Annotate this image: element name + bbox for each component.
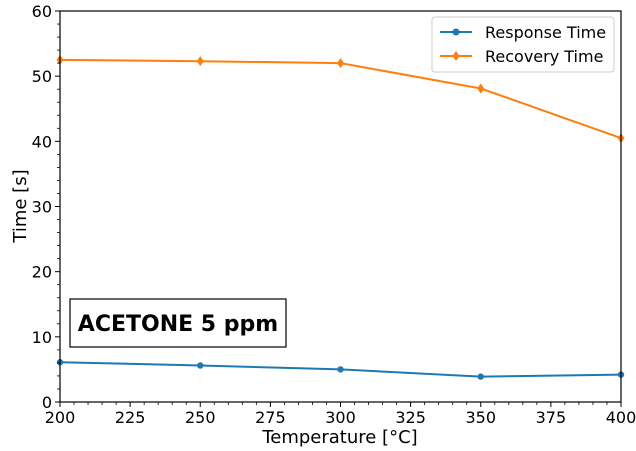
data-point [477,373,484,380]
series-recovery-time [56,54,625,144]
data-point [196,56,204,67]
y-axis-label: Time [s] [10,169,31,243]
x-tick-label: 300 [325,408,356,427]
x-axis: 200 225 250 275 300 325 350 375 400 [45,402,636,427]
legend-marker-response [452,28,460,36]
plot-area [56,54,625,380]
series-response-time [56,359,625,380]
x-tick-label: 400 [606,408,636,427]
data-point [337,366,344,373]
x-tick-label: 325 [395,408,426,427]
legend-marker-recovery [452,51,460,61]
legend: Response Time Recovery Time [431,16,615,73]
legend-label-response: Response Time [485,23,606,42]
x-tick-label: 375 [536,408,567,427]
x-tick-label: 225 [115,408,146,427]
y-axis: 0 10 20 30 40 50 60 [32,2,60,412]
x-axis-label: Temperature [°C] [261,427,417,448]
x-tick-label: 250 [185,408,216,427]
data-point [337,58,344,69]
y-tick-label: 40 [32,132,52,151]
y-tick-label: 30 [32,198,52,217]
y-tick-label: 10 [32,328,52,347]
legend-box [431,16,615,73]
x-tick-label: 200 [45,408,76,427]
annotation-box [69,298,287,348]
legend-label-recovery: Recovery Time [485,47,603,66]
x-tick-label: 275 [255,408,286,427]
y-tick-label: 60 [32,2,52,21]
data-point [197,362,204,369]
y-tick-label: 50 [32,67,52,86]
y-tick-label: 20 [32,263,52,282]
data-point [477,83,485,94]
annotation-text: ACETONE 5 ppm [78,312,278,337]
y-tick-label: 0 [42,393,52,412]
annotation: ACETONE 5 ppm [69,298,287,348]
x-tick-label: 350 [465,408,496,427]
